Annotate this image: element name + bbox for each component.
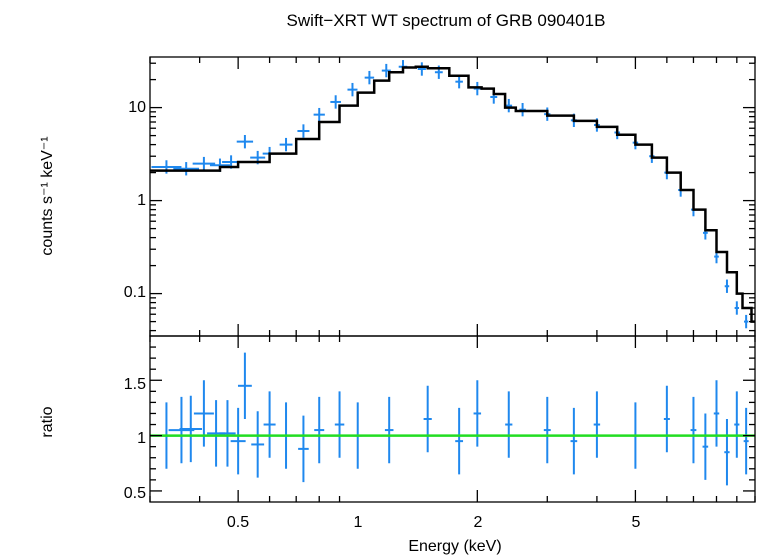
y-tick-label-10: 10 [128, 99, 146, 116]
ratio-panel-frame [149, 335, 756, 503]
x-tick-label-2: 2 [474, 514, 483, 531]
spectrum-data-point [236, 135, 254, 149]
ratio-data-point [743, 407, 749, 475]
spectrum-data-point [347, 82, 358, 97]
spectrum-data-point [173, 162, 200, 176]
ratio-tick-label-1: 1 [137, 430, 146, 447]
ratio-data-point [570, 407, 578, 475]
y-tick-label-1: 1 [137, 192, 146, 209]
ratio-data-point [690, 396, 697, 464]
y-axis-label-ratio: ratio [39, 406, 56, 437]
y-axis-label-spectrum: counts s⁻¹ keV⁻¹ [39, 136, 56, 255]
ratio-data-point [263, 391, 276, 458]
ratio-tick-label-1.5: 1.5 [124, 376, 146, 393]
spectrum-data-point [364, 70, 375, 85]
ratio-data-point [505, 391, 513, 458]
x-tick-label-5: 5 [632, 514, 641, 531]
ratio-data-point [219, 400, 236, 467]
spectrum-data-point [313, 107, 325, 122]
ratio-data-point [663, 385, 670, 453]
axis-ticks [149, 57, 756, 502]
ratio-data-point [702, 413, 709, 480]
spectrum-data-point [297, 124, 310, 138]
ratio-series-group [150, 352, 755, 486]
spectrum-data-point [279, 137, 293, 152]
x-tick-label-0.5: 0.5 [227, 514, 249, 531]
ratio-data-point [334, 391, 345, 458]
y-tick-label-0.1: 0.1 [124, 284, 146, 301]
ratio-data-point [230, 407, 246, 475]
spectrum-data-point [381, 63, 391, 78]
x-tick-label-1: 1 [354, 514, 363, 531]
axes-frames [149, 56, 756, 503]
spectrum-series-group [150, 60, 755, 329]
ratio-data-point [384, 396, 394, 464]
spectrum-data-point [455, 74, 463, 89]
ratio-data-point [593, 391, 601, 458]
ratio-data-point [734, 391, 740, 458]
x-axis-label: Energy (keV) [408, 538, 501, 555]
ratio-data-point [423, 385, 432, 453]
spectrum-model-line [150, 65, 755, 323]
ratio-data-point [455, 407, 464, 475]
ratio-data-point [251, 411, 265, 478]
spectrum-data-point [724, 279, 730, 293]
spectrum-data-point [192, 156, 216, 171]
spectrum-data-point [734, 301, 740, 315]
spectrum-data-point [744, 314, 749, 329]
chart-title: Swift−XRT WT spectrum of GRB 090401B [287, 11, 606, 30]
ratio-data-point [179, 395, 203, 463]
ratio-tick-label-0.5: 0.5 [124, 485, 146, 502]
ratio-data-point [237, 352, 252, 419]
spectrum-data-point [417, 62, 426, 76]
spectrum-data-point [330, 95, 341, 109]
spectrum-data-point [519, 102, 526, 117]
spectrum-data-point [505, 98, 513, 113]
ratio-data-point [298, 415, 309, 483]
ratio-data-point [314, 396, 325, 464]
spectrum-panel-frame [149, 56, 756, 337]
ratio-data-point [543, 396, 551, 464]
ratio-data-point [724, 419, 730, 486]
